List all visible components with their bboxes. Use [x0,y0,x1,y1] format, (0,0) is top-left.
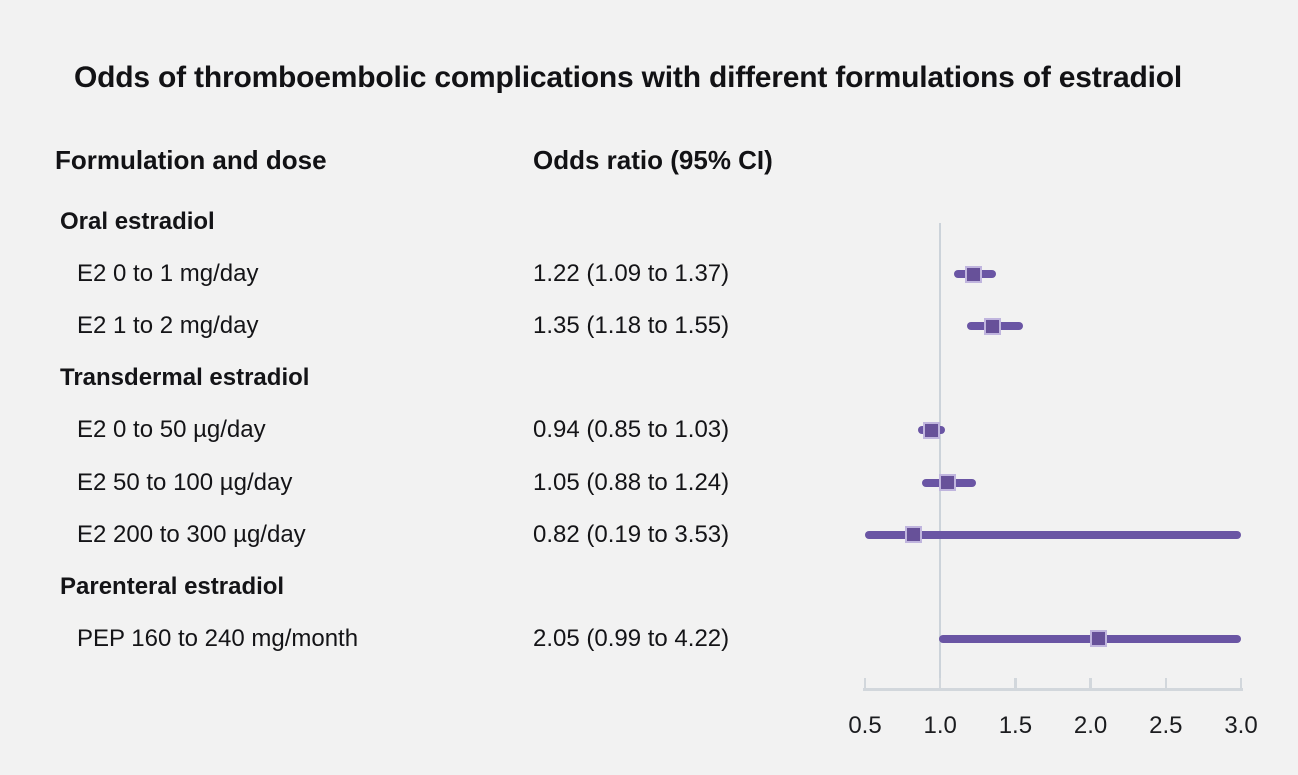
odds-ratio-marker [1089,630,1107,648]
odds-ratio-marker [964,265,982,283]
odds-ratio-marker [904,526,922,544]
row-odds-ratio-value: 1.22 (1.09 to 1.37) [533,260,730,288]
row-label: E2 0 to 50 µg/day [77,416,266,444]
row-odds-ratio-value: 1.35 (1.18 to 1.55) [533,312,730,340]
x-axis-tick-label: 3.0 [1224,712,1258,739]
column-header-formulation: Formulation and dose [55,145,327,175]
x-axis-tick-label: 1.0 [923,712,957,739]
row-label: Oral estradiol [60,208,215,236]
odds-ratio-marker [939,474,957,492]
row-label: PEP 160 to 240 mg/month [77,624,359,652]
row-label: E2 200 to 300 µg/day [77,520,306,548]
row-label: E2 0 to 1 mg/day [77,260,259,288]
x-axis-tick-label: 0.5 [848,712,882,739]
x-axis-tick [1239,678,1243,688]
x-axis-tick [938,678,942,688]
x-axis-tick-label: 1.5 [998,712,1033,739]
x-axis-tick [1089,678,1092,688]
odds-ratio-marker [922,421,940,439]
row-label: E2 1 to 2 mg/day [77,312,259,340]
x-axis [863,688,1243,691]
row-odds-ratio-value: 2.05 (0.99 to 4.22) [533,624,730,652]
row-label: Parenteral estradiol [60,572,285,600]
odds-ratio-marker [984,317,1002,335]
row-odds-ratio-value: 1.05 (0.88 to 1.24) [533,468,730,496]
x-axis-tick [1164,678,1168,688]
x-axis-tick [863,678,867,688]
x-axis-tick [1014,678,1017,688]
x-axis-tick-label: 2.5 [1149,712,1183,739]
column-header-odds-ratio: Odds ratio (95% CI) [533,145,773,175]
x-axis-tick-label: 2.0 [1073,712,1108,739]
confidence-interval-line [865,530,1241,539]
reference-line [938,223,942,688]
row-label: Transdermal estradiol [60,364,310,392]
row-odds-ratio-value: 0.82 (0.19 to 3.53) [533,520,730,548]
row-label: E2 50 to 100 µg/day [77,468,293,496]
figure-title: Odds of thromboembolic complications wit… [74,61,1182,94]
row-odds-ratio-value: 0.94 (0.85 to 1.03) [533,416,730,444]
